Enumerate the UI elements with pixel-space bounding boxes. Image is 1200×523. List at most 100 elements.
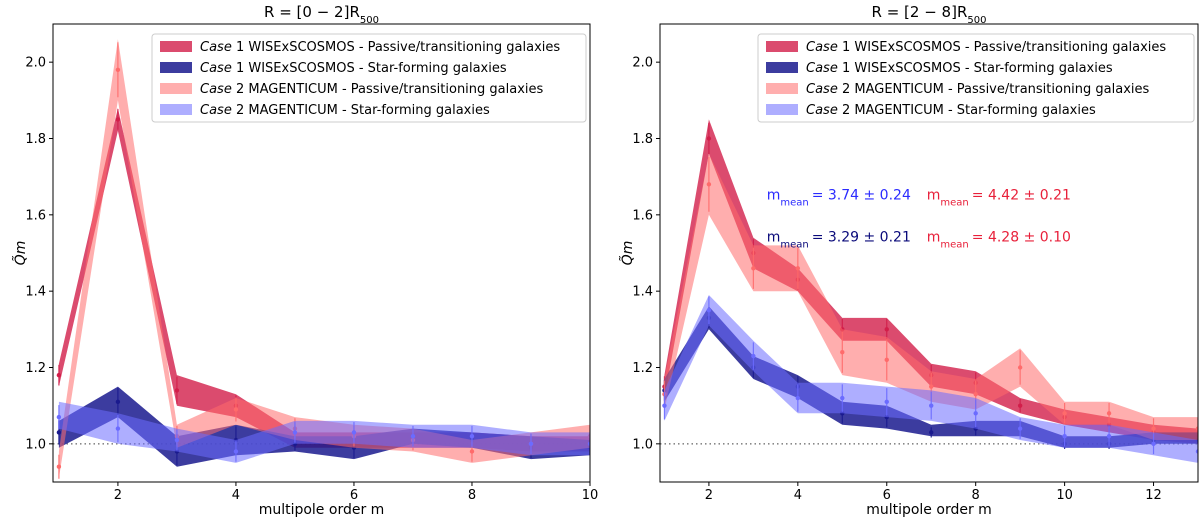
legend-entry: Case 2 MAGENTICUM - Passive/transitionin… [200,82,544,97]
data-point [56,430,62,435]
y-tick-label: 1.6 [632,208,653,223]
data-point [1062,411,1067,416]
x-tick-label: 2 [705,488,713,503]
data-point [56,414,62,420]
legend-entry: Case 2 MAGENTICUM - Star-forming galaxie… [806,103,1096,118]
x-axis-label: multipole order m [866,502,992,518]
y-tick-label: 1.2 [632,361,653,376]
series-band [58,401,590,463]
data-point [884,327,889,332]
data-point [292,430,298,435]
legend-swatch [766,104,798,115]
data-point [115,399,121,405]
data-point [840,350,845,355]
data-point [1151,441,1156,447]
data-point [1062,434,1067,439]
data-point [115,67,121,73]
x-tick-label: 2 [114,488,122,503]
left-panel: 2 4 6 8 10 1.0 1.2 1.4 1.6 1.8 2.0 multipole order … [12,3,598,518]
data-point [929,430,934,435]
x-tick-label: 10 [582,488,599,503]
y-tick-label: 1.4 [25,285,46,300]
y-tick-label: 1.0 [25,437,46,452]
data-point [1151,426,1156,431]
data-point [795,395,801,401]
plot-area [53,39,590,479]
data-point [56,464,62,469]
legend-swatch [160,83,192,94]
x-tick-label: 8 [972,488,980,503]
legend-swatch [766,62,798,73]
x-tick-label: 8 [468,488,476,503]
axes-frame [52,23,591,483]
data-point [1195,426,1198,431]
legend-box [151,33,587,123]
legend: Case 1 WISExSCOSMOS - Passive/transition… [151,33,587,123]
legend-entry: Case 1 WISExSCOSMOS - Passive/transition… [200,40,560,55]
legend-box [757,33,1195,123]
data-point [233,407,239,412]
chart-title: R = [2 − 8]R500 [872,3,987,26]
data-point [840,395,845,401]
data-point [174,388,180,393]
data-point [662,403,667,408]
data-point [929,403,934,408]
legend-swatch [160,104,192,115]
x-tick-label: 10 [1056,488,1073,503]
data-point [174,437,180,443]
legend-swatch [160,62,192,73]
data-point [706,136,712,141]
data-point [706,182,712,187]
chart-title: R = [0 − 2]R500 [264,3,379,26]
series-band [58,108,590,452]
y-tick-label: 1.6 [25,208,46,223]
x-tick-label: 4 [232,488,240,503]
data-point [706,308,712,313]
legend: Case 1 WISExSCOSMOS - Passive/transition… [757,33,1195,123]
y-tick-label: 1.2 [25,361,46,376]
data-point [973,392,978,397]
series-1 [56,108,590,452]
annotation: mmean = 4.28 ± 0.10 [927,230,1071,251]
data-point [929,384,934,389]
data-point [751,266,756,271]
legend-entry: Case 1 WISExSCOSMOS - Star-forming galax… [806,61,1113,76]
data-point [115,117,121,122]
x-tick-label: 6 [350,488,358,503]
axes-frame [659,23,1199,483]
x-tick-label: 6 [883,488,891,503]
data-point [469,434,475,439]
data-point [1017,403,1023,408]
y-tick-label: 1.8 [632,132,653,147]
plot-area [660,119,1198,463]
annotation: mmean = 4.42 ± 0.21 [927,188,1071,209]
data-point [1017,365,1023,370]
x-tick-label: 12 [1145,488,1162,503]
data-point [1195,449,1198,454]
data-point [469,449,475,454]
series-band [664,295,1198,463]
y-tick-label: 2.0 [632,56,653,71]
legend-swatch [766,41,798,52]
legend-swatch [160,41,192,52]
data-point [410,434,416,439]
data-point [884,357,889,363]
right-panel: 2 4 6 8 10 12 1.0 1.2 1.4 1.6 1.8 2.0 multipole orde… [619,3,1199,518]
y-tick-label: 1.0 [632,437,653,452]
annotation: mmean = 3.29 ± 0.21 [767,230,911,251]
series-4 [662,295,1198,463]
legend-swatch [766,83,798,94]
y-tick-label: 1.4 [632,285,653,300]
legend-entry: Case 1 WISExSCOSMOS - Passive/transition… [806,40,1166,55]
data-point [528,441,534,447]
data-point [1106,411,1112,416]
y-axis-label: Q̃m [12,241,29,266]
data-point [115,426,121,431]
legend-entry: Case 1 WISExSCOSMOS - Star-forming galax… [200,61,507,76]
x-tick-label: 4 [794,488,802,503]
data-point [351,430,357,435]
legend-entry: Case 2 MAGENTICUM - Star-forming galaxie… [200,103,490,118]
series-4 [56,401,590,463]
data-point [973,411,978,416]
